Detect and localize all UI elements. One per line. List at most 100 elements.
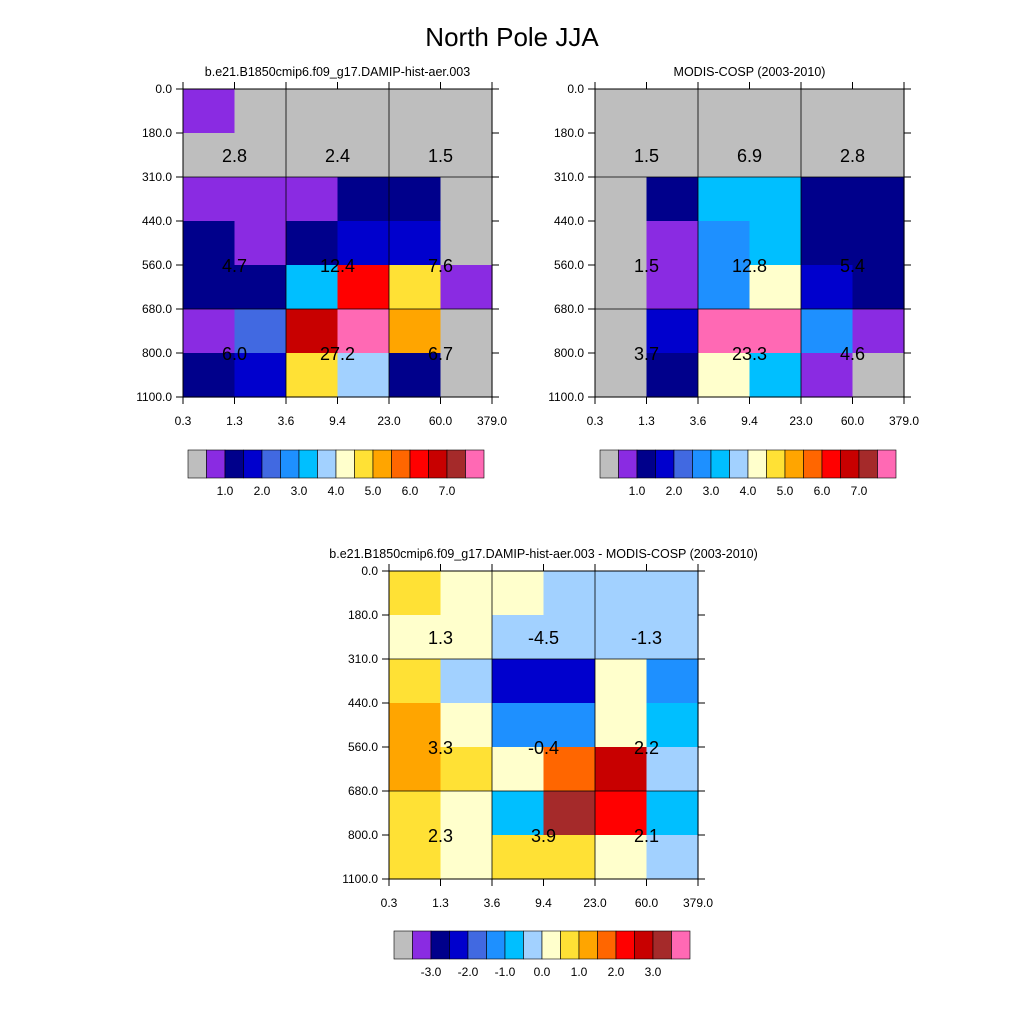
colorbar-swatch <box>224 449 244 479</box>
heatmap-cell <box>698 353 751 398</box>
heatmap-cell <box>852 309 905 354</box>
heatmap-cell <box>234 265 287 310</box>
colorbar-swatch <box>578 930 598 960</box>
heatmap-cell <box>337 309 390 354</box>
heatmap-cell <box>543 703 596 748</box>
heatmap-cell <box>183 89 236 134</box>
group-total-label: 1.5 <box>634 256 659 276</box>
heatmap-cell <box>749 353 802 398</box>
heatmap-cell <box>286 89 339 134</box>
colorbar-swatch <box>430 930 450 960</box>
heatmap-cell <box>749 309 802 354</box>
colorbar-swatch <box>391 449 411 479</box>
colorbar-swatch <box>634 930 654 960</box>
heatmap-cell <box>595 309 648 354</box>
x-tick-label: 1.3 <box>226 414 243 428</box>
y-tick-label: 1100.0 <box>136 390 172 404</box>
y-tick-label: 800.0 <box>554 346 584 360</box>
y-tick-label: 560.0 <box>348 740 378 754</box>
group-total-label: 7.6 <box>428 256 453 276</box>
x-tick-label: 3.6 <box>278 414 295 428</box>
heatmap-cell <box>389 353 442 398</box>
heatmap-cell <box>698 133 751 178</box>
x-tick-label: 1.3 <box>638 414 655 428</box>
colorbar-label: 1.0 <box>217 484 234 498</box>
heatmap-cell <box>595 747 648 792</box>
colorbar-label: 2.0 <box>666 484 683 498</box>
heatmap-cell <box>646 703 699 748</box>
heatmap-cell <box>183 353 236 398</box>
heatmap-cell <box>646 221 699 266</box>
colorbar-swatch <box>597 930 617 960</box>
heatmap-cell <box>389 309 442 354</box>
colorbar-swatch <box>243 449 263 479</box>
heatmap-cell <box>234 221 287 266</box>
heatmap-cell <box>286 177 339 222</box>
y-tick-label: 800.0 <box>142 346 172 360</box>
heatmap-cell <box>646 615 699 660</box>
heatmap-cell <box>492 703 545 748</box>
heatmap-cell <box>698 309 751 354</box>
heatmap-cell <box>286 353 339 398</box>
colorbar-label: 4.0 <box>328 484 345 498</box>
y-tick-label: 560.0 <box>142 258 172 272</box>
panel-difference: b.e21.B1850cmip6.f09_g17.DAMIP-hist-aer.… <box>329 547 757 979</box>
group-total-label: 2.2 <box>634 738 659 758</box>
colorbar-swatch <box>766 449 786 479</box>
y-tick-label: 440.0 <box>348 696 378 710</box>
panel-title: MODIS-COSP (2003-2010) <box>674 65 826 79</box>
heatmap-cell <box>543 791 596 836</box>
heatmap-cell <box>646 89 699 134</box>
heatmap-cell <box>440 747 493 792</box>
heatmap-cell <box>492 571 545 616</box>
heatmap-cell <box>234 89 287 134</box>
figure-title: North Pole JJA <box>425 22 599 52</box>
colorbar-label: 1.0 <box>629 484 646 498</box>
group-total-label: 2.3 <box>428 826 453 846</box>
heatmap-cell <box>389 615 442 660</box>
colorbar-swatch <box>858 449 878 479</box>
colorbar-swatch <box>655 449 675 479</box>
y-tick-label: 0.0 <box>155 82 172 96</box>
heatmap-cell <box>852 265 905 310</box>
heatmap-cell <box>801 89 854 134</box>
colorbar-swatch <box>504 930 524 960</box>
group-total-label: 2.1 <box>634 826 659 846</box>
y-tick-label: 0.0 <box>361 564 378 578</box>
heatmap-cell <box>852 177 905 222</box>
x-tick-label: 0.3 <box>381 896 398 910</box>
x-tick-label: 3.6 <box>690 414 707 428</box>
heatmap-cell <box>440 659 493 704</box>
colorbar-swatch <box>615 930 635 960</box>
y-tick-label: 0.0 <box>567 82 584 96</box>
heatmap-cell <box>595 133 648 178</box>
heatmap-cell <box>389 835 442 880</box>
heatmap-cell <box>595 835 648 880</box>
heatmap-cell <box>595 615 648 660</box>
heatmap-cell <box>440 89 493 134</box>
heatmap-cell <box>183 133 236 178</box>
colorbar-swatch <box>729 449 749 479</box>
colorbar-swatch <box>618 449 638 479</box>
heatmap-cell <box>389 177 442 222</box>
colorbar-swatch <box>541 930 561 960</box>
heatmap-cell <box>440 353 493 398</box>
heatmap-cell <box>389 703 442 748</box>
heatmap-cell <box>183 221 236 266</box>
heatmap-cell <box>749 265 802 310</box>
group-total-label: 1.3 <box>428 628 453 648</box>
heatmap-cell <box>852 89 905 134</box>
y-tick-label: 560.0 <box>554 258 584 272</box>
x-tick-label: 60.0 <box>841 414 865 428</box>
colorbar-swatch <box>372 449 392 479</box>
heatmap-cell <box>286 221 339 266</box>
colorbar-swatch <box>486 930 506 960</box>
heatmap-cell <box>440 177 493 222</box>
colorbar-swatch <box>465 449 485 479</box>
colorbar-swatch <box>354 449 374 479</box>
y-tick-label: 440.0 <box>554 214 584 228</box>
heatmap-cell <box>749 221 802 266</box>
heatmap-cell <box>440 309 493 354</box>
colorbar-swatch <box>261 449 281 479</box>
